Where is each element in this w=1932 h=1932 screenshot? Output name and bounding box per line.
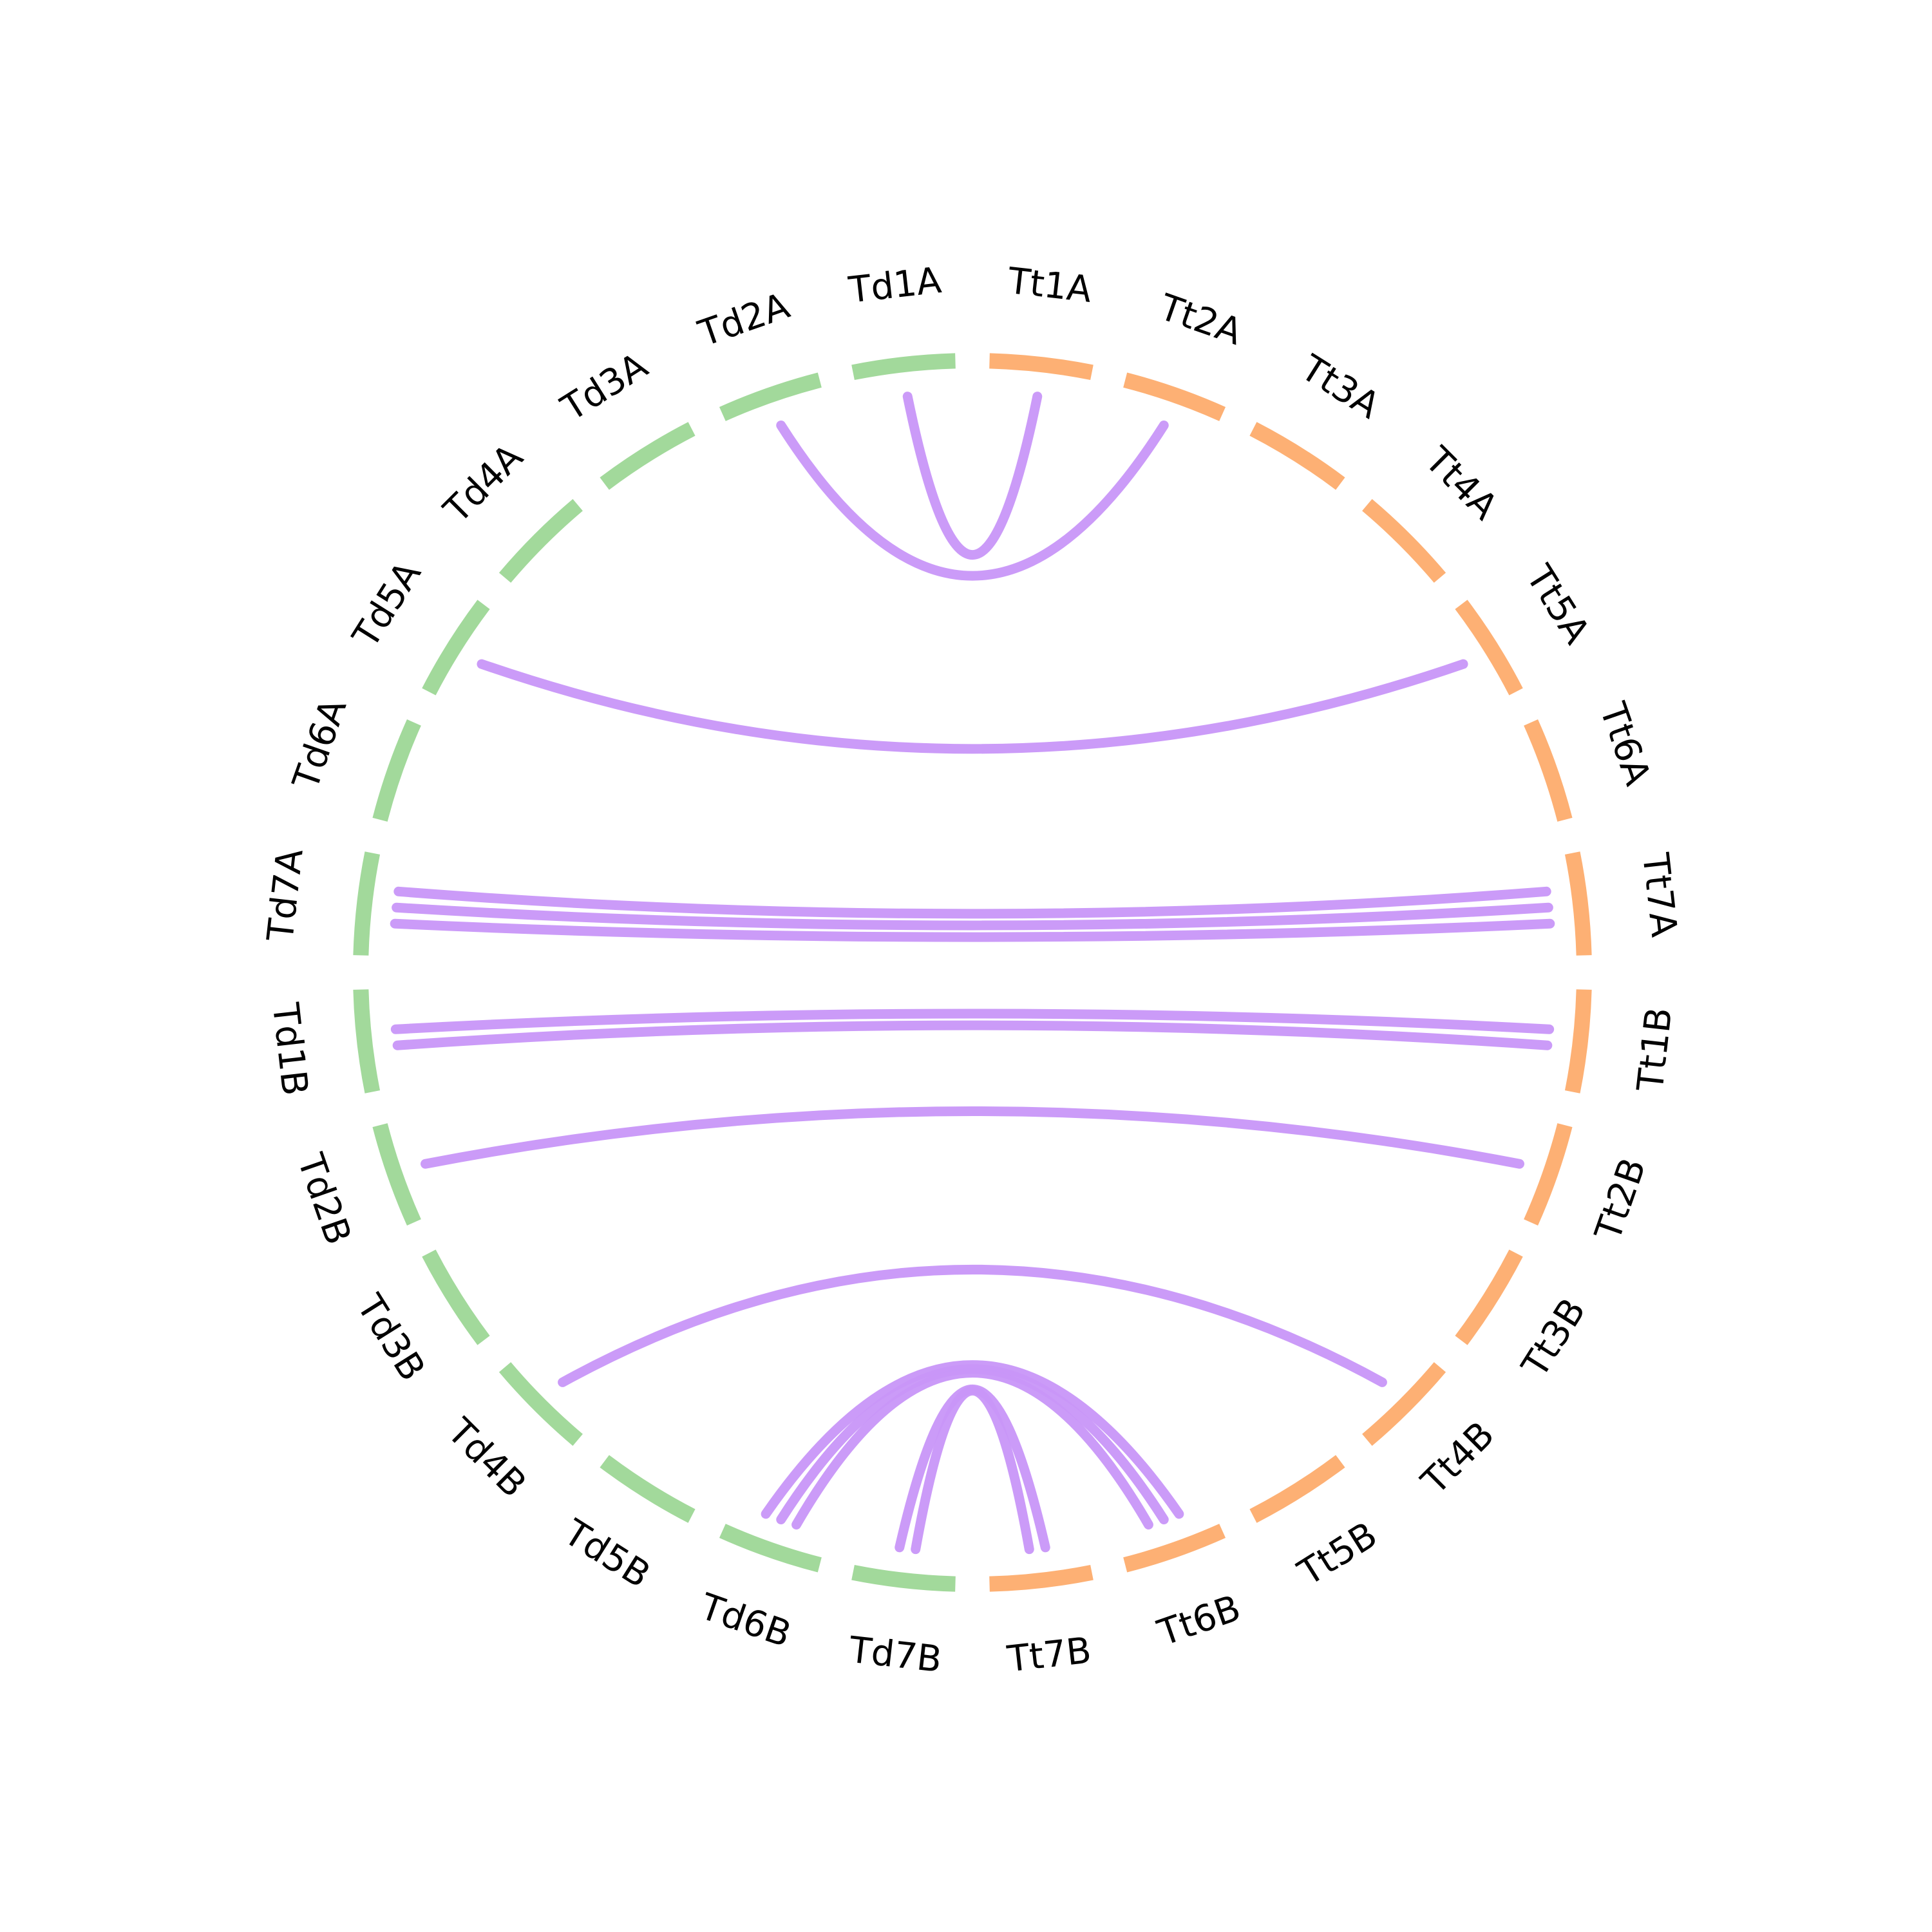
segment-label-tt5a: Tt5A: [1517, 558, 1598, 652]
segment-label-td7a: Td7A: [260, 847, 312, 944]
segment-tt5b: [1249, 1455, 1345, 1523]
link-td2b-tt2b-0: [421, 1106, 1524, 1169]
segment-tt4a: [1362, 498, 1446, 583]
segment-td4a: [498, 498, 583, 583]
segment-label-td3a: Td3A: [554, 345, 655, 430]
segment-td3b: [422, 1249, 490, 1345]
segment-label-td3b: Td3B: [348, 1287, 433, 1388]
link-td2a-tt2a-0: [776, 421, 1169, 581]
link-td7a-tt7a-2: [393, 886, 1551, 919]
segment-label-td4a: Td4A: [436, 436, 531, 531]
segment-td4b: [498, 1362, 583, 1446]
segment-label-tt5b: Tt5B: [1291, 1514, 1385, 1595]
link-td7a-tt7a-0: [390, 918, 1555, 942]
segment-label-tt4a: Tt4A: [1416, 439, 1506, 528]
link-td7a-tt7a-1: [392, 902, 1553, 931]
segment-td6b: [719, 1524, 822, 1573]
segment-label-tt7b: Tt7B: [1005, 1629, 1094, 1680]
segment-tt4b: [1362, 1362, 1446, 1446]
link-td7b-tt7b-0: [911, 1386, 1034, 1555]
segment-td1a: [851, 353, 956, 381]
segment-tt1a: [989, 353, 1094, 381]
segment-label-td2b: Td2B: [289, 1148, 359, 1250]
segment-label-tt3a: Tt3A: [1293, 346, 1387, 427]
segment-td1b: [353, 989, 381, 1094]
link-td1b-tt1b-0: [392, 1020, 1553, 1050]
segment-label-tt6b: Tt6B: [1152, 1587, 1245, 1655]
segment-td7a: [353, 851, 381, 956]
segment-label-tt7a: Tt7A: [1634, 851, 1685, 940]
segments-layer: [353, 353, 1592, 1592]
segment-label-tt4b: Tt4B: [1414, 1414, 1503, 1503]
segment-label-tt1a: Tt1A: [1005, 260, 1094, 311]
segment-label-td7b: Td7B: [846, 1629, 943, 1681]
segment-label-td1a: Td1A: [846, 260, 943, 312]
link-td6b-tt6b-0: [791, 1368, 1153, 1530]
segment-label-td5a: Td5A: [345, 554, 430, 656]
link-td1a-tt1a-0: [902, 392, 1043, 560]
segment-tt7b: [989, 1564, 1094, 1592]
segment-label-td1b: Td1B: [264, 1000, 316, 1097]
segment-label-td5b: Td5B: [556, 1511, 657, 1596]
segment-td5b: [600, 1455, 696, 1523]
segment-label-tt2a: Tt2A: [1153, 286, 1247, 354]
segment-tt2a: [1123, 372, 1226, 421]
segment-td7b: [851, 1564, 956, 1592]
link-td7b-tt7b-1: [895, 1384, 1050, 1553]
segment-label-tt6a: Tt6A: [1591, 697, 1659, 790]
link-td5a-tt5a-0: [477, 659, 1468, 754]
segment-tt3a: [1249, 422, 1345, 490]
segment-td3a: [600, 422, 696, 490]
segment-tt6a: [1524, 719, 1573, 822]
segment-label-td6a: Td6A: [285, 694, 355, 795]
segment-td2a: [719, 372, 822, 421]
segment-label-td4b: Td4B: [439, 1410, 534, 1506]
segment-tt2b: [1524, 1123, 1573, 1226]
segment-tt3b: [1455, 1249, 1523, 1345]
segment-label-tt1b: Tt1B: [1629, 1005, 1680, 1094]
segment-label-tt3b: Tt3B: [1513, 1291, 1594, 1385]
segment-label-td6b: Td6B: [694, 1586, 796, 1656]
segment-td6a: [372, 719, 421, 822]
segment-tt1b: [1564, 989, 1592, 1094]
link-td4b-tt4b-0: [558, 1264, 1387, 1387]
link-td6b-tt6b-2: [761, 1360, 1184, 1519]
link-td1b-tt1b-1: [390, 1009, 1555, 1034]
segment-label-td2a: Td2A: [693, 285, 795, 355]
segment-label-tt2b: Tt2B: [1587, 1153, 1654, 1246]
segment-td2b: [372, 1123, 421, 1226]
segment-tt7a: [1564, 851, 1592, 956]
segment-tt6b: [1123, 1524, 1226, 1573]
links-layer: [390, 392, 1555, 1555]
segment-td5a: [422, 600, 490, 696]
segment-tt5a: [1455, 600, 1523, 696]
